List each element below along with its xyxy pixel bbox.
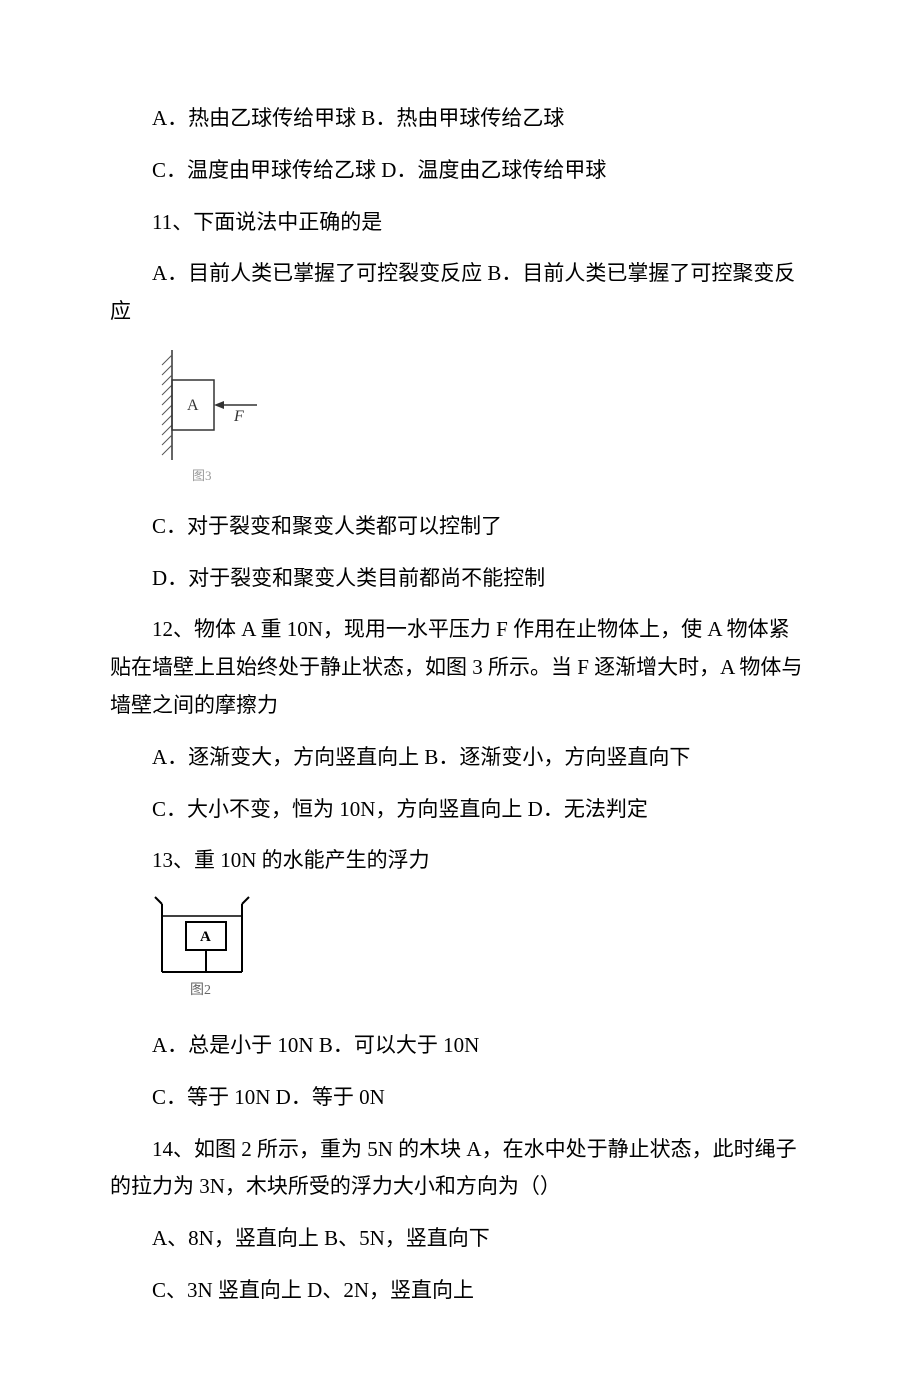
- fig2-block-label: A: [200, 929, 211, 945]
- figure-3-svg: A F 图3: [152, 345, 272, 485]
- q12-option-cd: C．大小不变，恒为 10N，方向竖直向上 D．无法判定: [110, 791, 810, 829]
- fig2-caption: 图2: [190, 983, 211, 998]
- q11-option-d: D．对于裂变和聚变人类目前都尚不能控制: [110, 560, 810, 598]
- q14-option-ab: A、8N，竖直向上 B、5N，竖直向下: [110, 1220, 810, 1258]
- q14-option-cd: C、3N 竖直向上 D、2N，竖直向上: [110, 1272, 810, 1310]
- q12-option-ab: A．逐渐变大，方向竖直向上 B．逐渐变小，方向竖直向下: [110, 739, 810, 777]
- q12-stem: 12、物体 A 重 10N，现用一水平压力 F 作用在止物体上，使 A 物体紧贴…: [110, 611, 810, 724]
- q11-stem: 11、下面说法中正确的是: [110, 204, 810, 242]
- figure-2: A 图2: [152, 894, 810, 1017]
- q13-option-ab: A．总是小于 10N B．可以大于 10N: [110, 1027, 810, 1065]
- figure-2-svg: A 图2: [152, 894, 262, 1004]
- fig3-force-label: F: [233, 408, 244, 425]
- q11-option-ab: A．目前人类已掌握了可控裂变反应 B．目前人类已掌握了可控聚变反应: [110, 255, 810, 331]
- q13-option-cd: C．等于 10N D．等于 0N: [110, 1079, 810, 1117]
- q10-option-cd: C．温度由甲球传给乙球 D．温度由乙球传给甲球: [110, 152, 810, 190]
- q10-option-ab: A．热由乙球传给甲球 B．热由甲球传给乙球: [110, 100, 810, 138]
- q13-stem: 13、重 10N 的水能产生的浮力: [110, 842, 810, 880]
- q11-option-c: C．对于裂变和聚变人类都可以控制了: [110, 508, 810, 546]
- q14-stem: 14、如图 2 所示，重为 5N 的木块 A，在水中处于静止状态，此时绳子的拉力…: [110, 1131, 810, 1207]
- figure-3: A F 图3: [152, 345, 810, 498]
- fig3-block-label: A: [187, 397, 199, 414]
- fig3-caption: 图3: [192, 468, 212, 483]
